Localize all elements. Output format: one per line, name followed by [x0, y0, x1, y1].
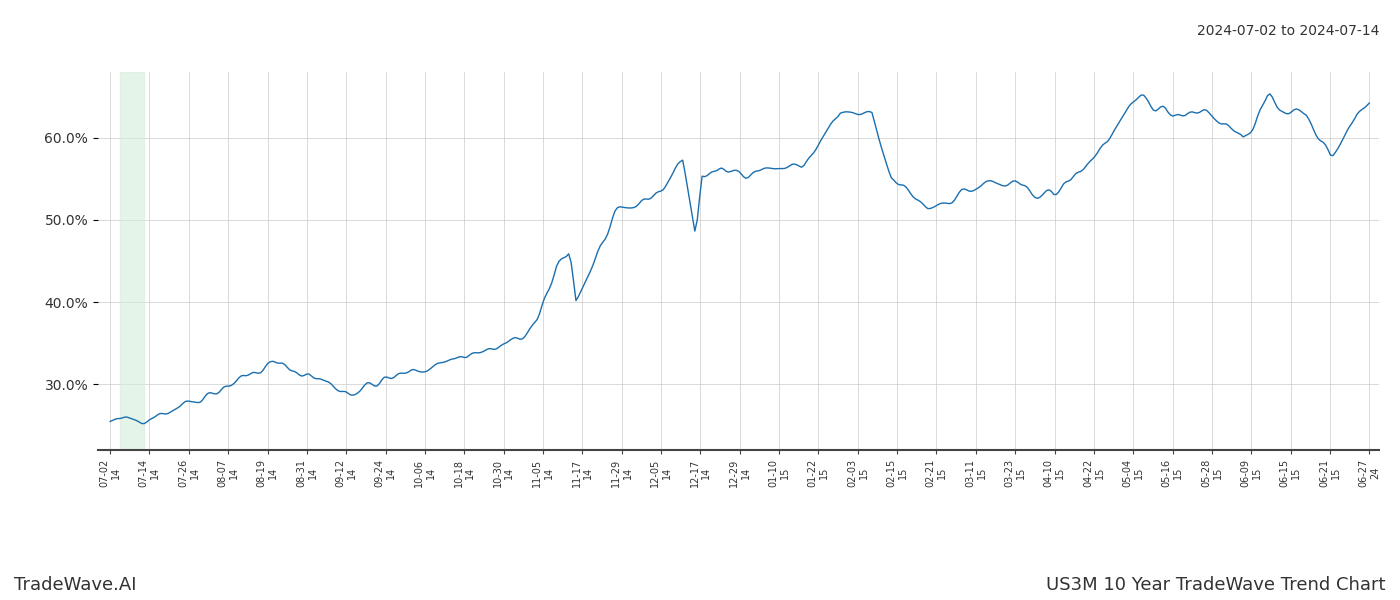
Bar [120, 72, 144, 450]
Text: US3M 10 Year TradeWave Trend Chart: US3M 10 Year TradeWave Trend Chart [1047, 576, 1386, 594]
Text: TradeWave.AI: TradeWave.AI [14, 576, 137, 594]
Text: 2024-07-02 to 2024-07-14: 2024-07-02 to 2024-07-14 [1197, 24, 1379, 38]
